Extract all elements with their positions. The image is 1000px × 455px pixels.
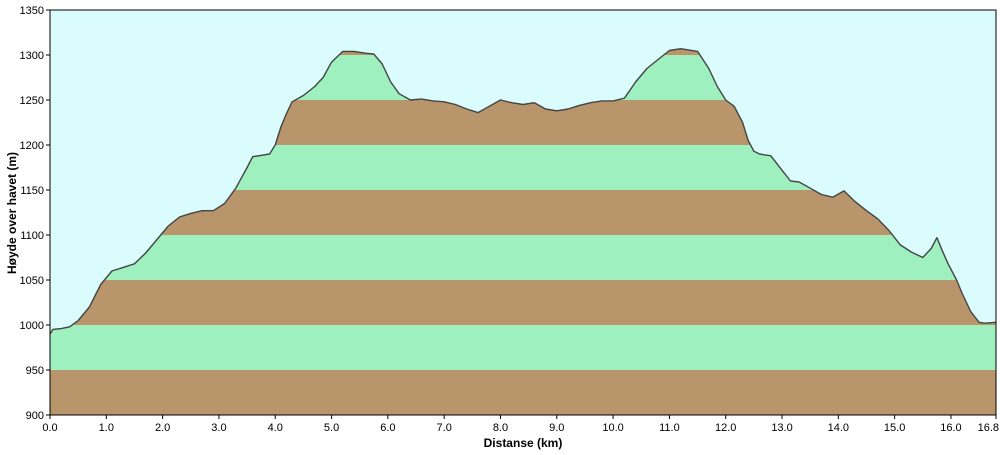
x-tick-label: 3.0: [211, 422, 226, 434]
x-tick-label: 1.0: [99, 422, 114, 434]
x-tick-label: 7.0: [437, 422, 452, 434]
x-tick-label: 4.0: [268, 422, 283, 434]
elevation-profile-line: [49, 48, 997, 335]
x-tick-label: 14.0: [828, 422, 849, 434]
y-tick-label: 950: [26, 365, 44, 377]
x-tick-label: 2.0: [155, 422, 170, 434]
sky-above-terrain: [50, 10, 996, 334]
y-tick-label: 900: [26, 410, 44, 422]
elevation-band: [50, 370, 996, 415]
elevation-band: [50, 235, 996, 280]
x-axis-ticks: 0.0 1.0 2.0 3.0 4.0 5.0 6.0 7.0 8.0 9.0 10.0 11.0 12…: [42, 415, 999, 434]
y-tick-label: 1300: [20, 50, 44, 62]
x-tick-label: 10.0: [602, 422, 623, 434]
x-tick-label: 12.0: [715, 422, 736, 434]
x-tick-label: 6.0: [380, 422, 395, 434]
y-tick-label: 1000: [20, 320, 44, 332]
x-tick-label: 11.0: [659, 422, 680, 434]
elevation-band: [50, 280, 996, 325]
plot-border: [49, 9, 997, 416]
x-tick-label: 8.0: [493, 422, 508, 434]
x-tick-label: 9.0: [549, 422, 564, 434]
profile-line: [49, 48, 997, 335]
x-tick-label: 15.0: [884, 422, 905, 434]
plot-frame: [49, 9, 997, 416]
x-axis-title: Distanse (km): [484, 436, 563, 450]
y-axis-title: Høyde over havet (m): [5, 152, 19, 274]
x-tick-label: 0.0: [42, 422, 57, 434]
x-tick-label: 16.8: [978, 422, 999, 434]
sky-mask-area: [50, 10, 996, 334]
y-tick-label: 1250: [20, 95, 44, 107]
y-tick-label: 1100: [20, 230, 44, 242]
x-tick-label: 5.0: [324, 422, 339, 434]
elevation-band: [50, 325, 996, 370]
y-tick-label: 1050: [20, 275, 44, 287]
y-tick-label: 1200: [20, 140, 44, 152]
y-axis-ticks: 900 950 1000 1050 1100 1150 1200 1250 1300 1350: [20, 5, 50, 422]
y-tick-label: 1150: [20, 185, 44, 197]
x-tick-label: 16.0: [940, 422, 961, 434]
x-tick-label: 13.0: [771, 422, 792, 434]
y-tick-label: 1350: [20, 5, 44, 17]
